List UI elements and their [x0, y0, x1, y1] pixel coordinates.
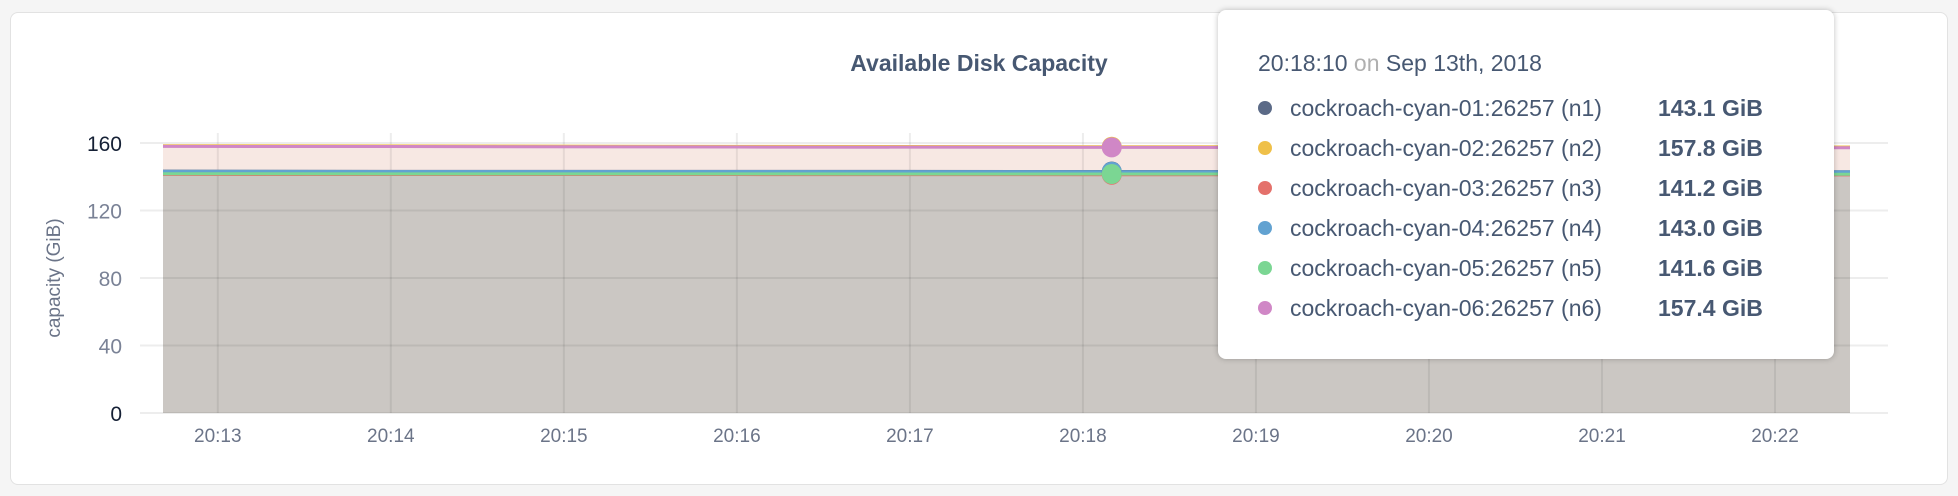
series-color-dot-icon [1258, 301, 1272, 315]
tooltip-series-value: 141.6 GiB [1658, 254, 1763, 281]
tooltip-series-value: 141.2 GiB [1658, 174, 1763, 201]
y-tick-label: 0 [110, 403, 122, 426]
tooltip-series-value: 157.4 GiB [1658, 294, 1763, 321]
y-tick-label: 120 [87, 201, 122, 224]
tooltip-series-value: 157.8 GiB [1658, 134, 1763, 161]
tooltip-row: cockroach-cyan-02:26257 (n2) 157.8 GiB [1258, 128, 1763, 168]
x-tick-label: 20:17 [886, 426, 934, 447]
tooltip-series-name: cockroach-cyan-06:26257 (n6) [1290, 294, 1602, 321]
tooltip-row: cockroach-cyan-01:26257 (n1) 143.1 GiB [1258, 88, 1763, 128]
tooltip-row: cockroach-cyan-03:26257 (n3) 141.2 GiB [1258, 168, 1763, 208]
tooltip-on: on [1353, 50, 1380, 76]
x-tick-label: 20:21 [1578, 426, 1626, 447]
x-tick-label: 20:22 [1751, 426, 1799, 447]
series-color-dot-icon [1258, 221, 1272, 235]
tooltip-series-value: 143.0 GiB [1658, 214, 1763, 241]
tooltip-row: cockroach-cyan-04:26257 (n4) 143.0 GiB [1258, 208, 1763, 248]
tooltip-series-name: cockroach-cyan-02:26257 (n2) [1290, 134, 1602, 161]
y-tick-label: 80 [99, 268, 122, 291]
x-tick-label: 20:16 [713, 426, 761, 447]
tooltip-series-name: cockroach-cyan-05:26257 (n5) [1290, 254, 1602, 281]
y-tick-label: 160 [87, 133, 122, 156]
series-color-dot-icon [1258, 141, 1272, 155]
tooltip-series-value: 143.1 GiB [1658, 94, 1763, 121]
tooltip-series-name: cockroach-cyan-03:26257 (n3) [1290, 174, 1602, 201]
x-tick-label: 20:19 [1232, 426, 1280, 447]
tooltip-row: cockroach-cyan-05:26257 (n5) 141.6 GiB [1258, 248, 1763, 288]
x-tick-label: 20:14 [367, 426, 415, 447]
x-tick-label: 20:18 [1059, 426, 1107, 447]
x-tick-label: 20:13 [194, 426, 242, 447]
series-color-dot-icon [1258, 181, 1272, 195]
tooltip-time: 20:18:10 [1258, 50, 1348, 76]
series-color-dot-icon [1258, 101, 1272, 115]
tooltip-date: Sep 13th, 2018 [1385, 50, 1542, 76]
tooltip-row: cockroach-cyan-06:26257 (n6) 157.4 GiB [1258, 288, 1763, 328]
x-tick-label: 20:20 [1405, 426, 1453, 447]
y-axis-label: capacity (GiB) [44, 218, 65, 337]
x-tick-label: 20:15 [540, 426, 588, 447]
hover-point-n5 [1101, 164, 1122, 185]
tooltip-series-name: cockroach-cyan-04:26257 (n4) [1290, 214, 1602, 241]
series-color-dot-icon [1258, 261, 1272, 275]
y-tick-label: 40 [99, 336, 122, 359]
tooltip-series-name: cockroach-cyan-01:26257 (n1) [1290, 94, 1602, 121]
hover-tooltip: 20:18:10 on Sep 13th, 2018 cockroach-cya… [1218, 10, 1834, 359]
chart-title: Available Disk Capacity [850, 50, 1108, 76]
tooltip-header: 20:18:10 on Sep 13th, 2018 [1258, 50, 1542, 77]
hover-point-n6 [1101, 137, 1122, 158]
